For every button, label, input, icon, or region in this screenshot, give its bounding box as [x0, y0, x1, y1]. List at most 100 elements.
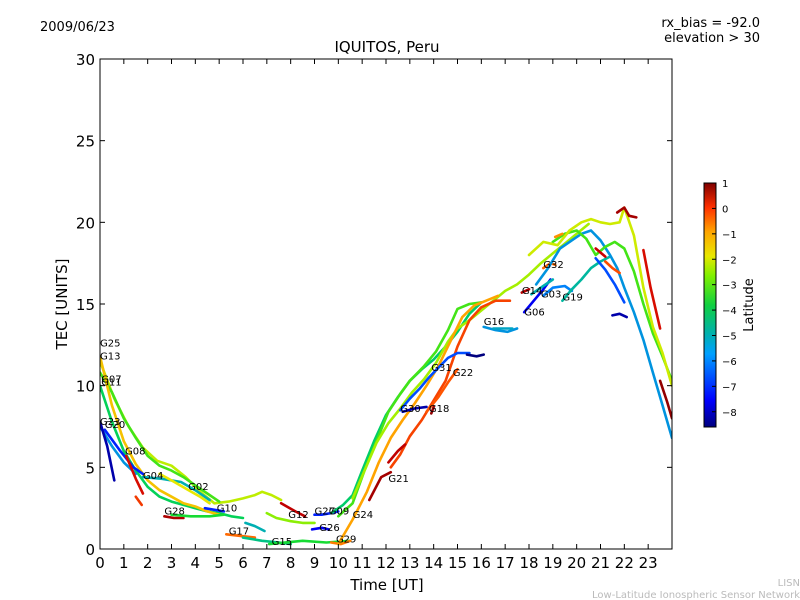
satellite-label: G23 [100, 417, 120, 428]
tec-series-50 [615, 206, 638, 219]
tec-series-45 [527, 206, 672, 387]
colorbar [703, 182, 717, 428]
tec-series-48 [611, 312, 628, 319]
satellite-label: G16 [484, 317, 504, 328]
x-tick-label: 5 [214, 554, 224, 572]
satellite-label: G19 [562, 293, 582, 304]
x-tick-label: 10 [329, 554, 348, 572]
tec-series-7 [124, 454, 145, 495]
satellite-label: G12 [288, 510, 308, 521]
x-axis-label: Time [UT] [349, 576, 423, 594]
tec-series-18 [265, 511, 316, 525]
x-tick-label: 23 [639, 554, 658, 572]
tec-series-31 [401, 405, 428, 414]
tec-series-51 [642, 248, 662, 330]
tec-series-20 [313, 510, 340, 516]
x-tick-label: 13 [400, 554, 419, 572]
x-ticks: 0 1 2 3 4 5 6 7 8 9 10 11 12 13 14 15 16 17 18 19 20 21 22 23 [95, 59, 658, 572]
tec-series-11 [163, 515, 185, 520]
tec-series-43 [534, 229, 672, 440]
x-tick-label: 18 [519, 554, 538, 572]
tec-series-13 [203, 506, 226, 513]
satellite-label: G31 [431, 363, 451, 374]
x-tick-label: 22 [615, 554, 634, 572]
satellite-label: G24 [353, 510, 373, 521]
tec-series-35 [482, 325, 519, 334]
x-tick-label: 20 [567, 554, 586, 572]
satellite-label: G15 [272, 537, 292, 548]
colorbar-tick-label: −2 [722, 255, 737, 266]
satellite-label: G08 [125, 446, 145, 457]
tec-series-34 [430, 405, 435, 415]
tec-series-44 [551, 229, 672, 383]
colorbar-tick-label: 1 [722, 179, 728, 190]
satellite-label: G26 [319, 523, 339, 534]
x-tick-label: 15 [448, 554, 467, 572]
tec-series-15 [244, 521, 266, 533]
satellite-label: G20 [105, 420, 125, 431]
tec-series-9 [141, 475, 211, 502]
tec-series-49 [594, 247, 607, 258]
x-tick-label: 9 [310, 554, 320, 572]
tec-series-28 [368, 470, 393, 502]
colorbar-ticks: 1 0 −1 −2 −3 −4 −5 −6 −7 −8 [712, 179, 737, 419]
chart-title: IQUITOS, Peru [334, 38, 439, 56]
x-tick-label: 0 [95, 554, 105, 572]
x-tick-label: 17 [496, 554, 515, 572]
x-tick-label: 6 [238, 554, 248, 572]
tec-series-3 [100, 355, 221, 516]
footer-network: Low-Latitude Ionospheric Sensor Network [592, 590, 800, 600]
colorbar-tick-label: −5 [722, 332, 737, 343]
y-tick-label: 10 [76, 378, 95, 396]
colorbar-tick-label: −1 [722, 230, 737, 241]
satellite-label: G30 [400, 404, 420, 415]
satellite-label: G21 [388, 474, 408, 485]
tec-series-26 [337, 294, 500, 546]
x-tick-label: 12 [376, 554, 395, 572]
colorbar-tick-label: −8 [722, 408, 737, 419]
x-tick-label: 11 [353, 554, 372, 572]
satellite-label: G06 [524, 307, 544, 318]
satellite-label: G07 [101, 374, 121, 385]
satellite-label: G17 [229, 526, 249, 537]
satellite-label: G11 [101, 378, 121, 389]
satellite-label: G02 [188, 482, 208, 493]
satellite-label: G29 [336, 534, 356, 545]
x-tick-label: 16 [472, 554, 491, 572]
x-tick-label: 1 [119, 554, 129, 572]
tec-series-53 [553, 232, 564, 239]
satellite-label: G27 [315, 507, 335, 518]
tec-series-8 [134, 495, 143, 507]
satellite-label: G14 [522, 286, 542, 297]
satellite-label: G04 [143, 471, 163, 482]
tec-series-14 [225, 533, 257, 539]
x-tick-label: 14 [424, 554, 443, 572]
satellite-label: G18 [429, 404, 449, 415]
colorbar-tick-label: −3 [722, 281, 737, 292]
tec-series-47 [594, 257, 626, 304]
colorbar-tick-label: −6 [722, 357, 737, 368]
satellite-label: G13 [100, 352, 120, 363]
tec-series-40 [520, 288, 531, 294]
tec-series-32 [465, 353, 485, 358]
x-tick-label: 2 [143, 554, 153, 572]
y-tick-label: 25 [76, 133, 95, 151]
tec-series-1 [100, 371, 221, 503]
tec-series-27 [389, 299, 512, 469]
x-tick-label: 8 [286, 554, 296, 572]
y-tick-label: 20 [76, 214, 95, 232]
x-tick-label: 21 [591, 554, 610, 572]
tec-series-19 [279, 502, 307, 518]
satellite-label: G03 [541, 289, 561, 300]
tec-series-4 [100, 425, 138, 476]
satellite-label: G22 [453, 368, 473, 379]
tec-series-30 [399, 351, 471, 412]
colorbar-tick-label: −7 [722, 382, 737, 393]
satellite-label: G09 [329, 507, 349, 518]
y-tick-label: 30 [76, 51, 95, 69]
elevation-label: elevation > 30 [664, 31, 760, 46]
colorbar-label: Latitude [742, 278, 757, 332]
x-tick-label: 4 [191, 554, 201, 572]
satellite-label: G10 [217, 503, 237, 514]
